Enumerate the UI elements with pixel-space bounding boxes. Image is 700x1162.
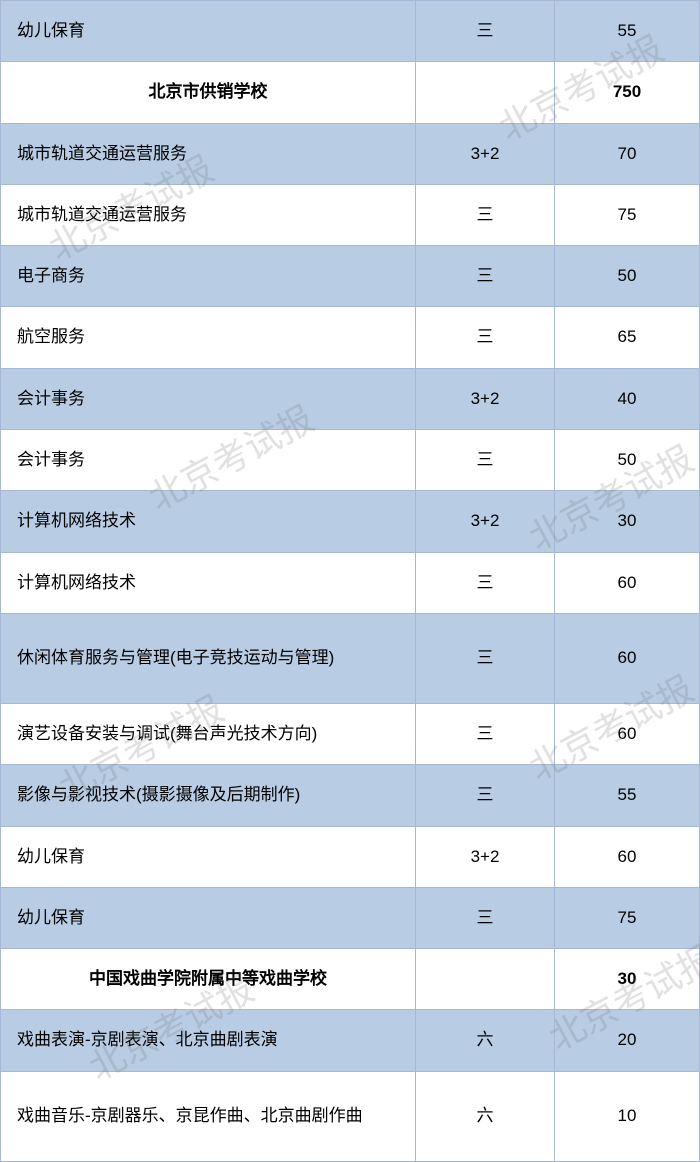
school-header-row: 北京市供销学校 750 <box>0 62 700 123</box>
major-name: 电子商务 <box>1 246 416 306</box>
major-name: 幼儿保育 <box>1 1 416 61</box>
major-name: 影像与影视技术(摄影摄像及后期制作) <box>1 765 416 825</box>
table-row: 计算机网络技术三60 <box>0 553 700 614</box>
table-row: 城市轨道交通运营服务三75 <box>0 185 700 246</box>
duration-type: 三 <box>416 553 555 613</box>
table-row: 会计事务三50 <box>0 430 700 491</box>
duration-type: 六 <box>416 1010 555 1070</box>
enrollment-count: 10 <box>555 1072 699 1161</box>
enrollment-table: 幼儿保育三55北京市供销学校750城市轨道交通运营服务3+270城市轨道交通运营… <box>0 0 700 1162</box>
table-row: 戏曲音乐-京剧器乐、京昆作曲、北京曲剧作曲六10 <box>0 1072 700 1162</box>
major-name: 会计事务 <box>1 430 416 490</box>
duration-type: 三 <box>416 1 555 61</box>
duration-type <box>416 949 555 1009</box>
school-header-row: 中国戏曲学院附属中等戏曲学校 30 <box>0 949 700 1010</box>
major-name: 戏曲音乐-京剧器乐、京昆作曲、北京曲剧作曲 <box>1 1072 416 1161</box>
duration-type: 3+2 <box>416 827 555 887</box>
duration-type: 3+2 <box>416 491 555 551</box>
major-name: 会计事务 <box>1 369 416 429</box>
major-name: 幼儿保育 <box>1 888 416 948</box>
table-row: 城市轨道交通运营服务3+270 <box>0 124 700 185</box>
enrollment-count: 20 <box>555 1010 699 1070</box>
table-row: 戏曲表演-京剧表演、北京曲剧表演六20 <box>0 1010 700 1071</box>
enrollment-count: 30 <box>555 949 699 1009</box>
enrollment-count: 60 <box>555 704 699 764</box>
major-name: 休闲体育服务与管理(电子竞技运动与管理) <box>1 614 416 703</box>
enrollment-count: 60 <box>555 553 699 613</box>
enrollment-count: 60 <box>555 614 699 703</box>
enrollment-count: 30 <box>555 491 699 551</box>
school-name: 北京市供销学校 <box>1 62 416 122</box>
table-row: 幼儿保育三75 <box>0 888 700 949</box>
duration-type: 三 <box>416 185 555 245</box>
major-name: 幼儿保育 <box>1 827 416 887</box>
enrollment-count: 55 <box>555 1 699 61</box>
duration-type: 三 <box>416 888 555 948</box>
duration-type: 三 <box>416 246 555 306</box>
enrollment-count: 75 <box>555 888 699 948</box>
major-name: 戏曲表演-京剧表演、北京曲剧表演 <box>1 1010 416 1070</box>
enrollment-count: 65 <box>555 307 699 367</box>
enrollment-count: 75 <box>555 185 699 245</box>
major-name: 演艺设备安装与调试(舞台声光技术方向) <box>1 704 416 764</box>
enrollment-count: 60 <box>555 827 699 887</box>
duration-type: 三 <box>416 704 555 764</box>
table-row: 休闲体育服务与管理(电子竞技运动与管理)三60 <box>0 614 700 704</box>
enrollment-count: 50 <box>555 430 699 490</box>
duration-type: 三 <box>416 307 555 367</box>
enrollment-count: 50 <box>555 246 699 306</box>
enrollment-count: 750 <box>555 62 699 122</box>
table-row: 航空服务三65 <box>0 307 700 368</box>
duration-type: 3+2 <box>416 124 555 184</box>
enrollment-count: 70 <box>555 124 699 184</box>
table-row: 幼儿保育三55 <box>0 0 700 62</box>
duration-type: 3+2 <box>416 369 555 429</box>
duration-type: 六 <box>416 1072 555 1161</box>
enrollment-count: 55 <box>555 765 699 825</box>
table-row: 会计事务3+240 <box>0 369 700 430</box>
duration-type: 三 <box>416 765 555 825</box>
duration-type <box>416 62 555 122</box>
enrollment-count: 40 <box>555 369 699 429</box>
table-row: 计算机网络技术3+230 <box>0 491 700 552</box>
duration-type: 三 <box>416 430 555 490</box>
major-name: 计算机网络技术 <box>1 553 416 613</box>
table-row: 电子商务三50 <box>0 246 700 307</box>
duration-type: 三 <box>416 614 555 703</box>
table-row: 幼儿保育3+260 <box>0 827 700 888</box>
major-name: 城市轨道交通运营服务 <box>1 124 416 184</box>
table-row: 演艺设备安装与调试(舞台声光技术方向)三60 <box>0 704 700 765</box>
major-name: 城市轨道交通运营服务 <box>1 185 416 245</box>
major-name: 计算机网络技术 <box>1 491 416 551</box>
major-name: 航空服务 <box>1 307 416 367</box>
table-row: 影像与影视技术(摄影摄像及后期制作)三55 <box>0 765 700 826</box>
school-name: 中国戏曲学院附属中等戏曲学校 <box>1 949 416 1009</box>
